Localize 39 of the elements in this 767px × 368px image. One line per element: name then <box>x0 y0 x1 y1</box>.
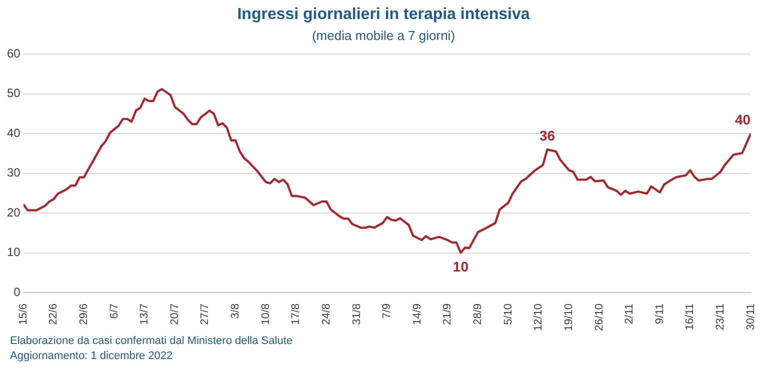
chart-title: Ingressi giornalieri in terapia intensiva <box>236 6 531 24</box>
y-tick-label: 40 <box>6 126 21 140</box>
x-tick-label: 5/10 <box>502 303 514 325</box>
x-tick-label: 15/6 <box>17 303 30 325</box>
y-tick-label: 60 <box>6 46 21 61</box>
x-tick-label: 17/8 <box>290 303 302 325</box>
x-tick-label: 14/9 <box>411 303 424 325</box>
x-tick-label: 22/6 <box>48 303 60 325</box>
x-tick-label: 7/9 <box>381 303 394 319</box>
x-tick-label: 3/8 <box>230 303 242 319</box>
text: Aggiornamento: 1 dicembre 2022 <box>10 349 174 364</box>
chart-subtitle: (media mobile a 7 giorni) <box>310 28 456 43</box>
x-tick-label: 24/8 <box>320 303 332 325</box>
x-tick-label: 13/7 <box>138 303 151 325</box>
x-tick-label: 31/8 <box>350 303 363 325</box>
x-tick-label: 29/6 <box>78 303 90 325</box>
y-tick-label: 50 <box>6 86 21 100</box>
y-tick-label: 0 <box>14 284 21 299</box>
text: Elaborazione da casi confermati dal Ministero della Salute <box>10 334 292 349</box>
annotation: 10 <box>452 258 469 275</box>
x-tick-label: 28/9 <box>472 303 484 325</box>
x-tick-label: 30/11 <box>744 303 757 330</box>
x-tick-label: 20/7 <box>168 303 181 325</box>
x-tick-label: 27/7 <box>199 303 212 325</box>
annotation: 36 <box>539 127 556 144</box>
x-tick-label: 2/11 <box>624 303 636 324</box>
x-tick-label: 19/10 <box>562 303 575 332</box>
y-tick-label: 30 <box>6 166 21 180</box>
x-tick-label: 12/10 <box>532 303 545 332</box>
y-tick-label: 20 <box>6 205 21 220</box>
x-tick-label: 9/11 <box>654 303 666 324</box>
y-tick-label: 10 <box>6 245 21 260</box>
x-tick-label: 6/7 <box>108 303 120 319</box>
x-tick-label: 23/11 <box>714 303 727 330</box>
x-tick-label: 10/8 <box>260 303 272 325</box>
annotation: 40 <box>735 111 751 128</box>
x-tick-label: 21/9 <box>442 303 454 325</box>
x-tick-label: 26/10 <box>593 303 606 332</box>
x-tick-label: 16/11 <box>684 303 696 330</box>
